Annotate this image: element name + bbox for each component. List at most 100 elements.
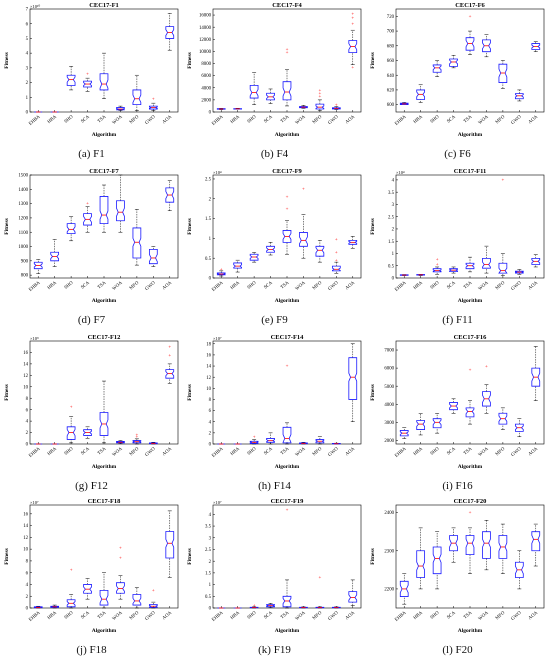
- chart-title: CEC17-F18: [88, 498, 122, 505]
- y-tick-label: 4: [26, 52, 29, 57]
- y-tick-label: 1100: [19, 231, 29, 236]
- y-tick-label: 4: [26, 420, 29, 425]
- x-tick-label: TSA: [280, 280, 291, 290]
- chart-title: CEC17-F16: [454, 334, 488, 341]
- y-tick-label: 6: [26, 571, 29, 576]
- box-mfo: [133, 594, 141, 605]
- x-tick-label: HBA: [47, 114, 58, 125]
- x-tick-label: AOA: [162, 280, 174, 291]
- x-tick-label: EHBA: [211, 610, 225, 623]
- axis-multiplier: ×10⁷: [213, 500, 222, 505]
- x-tick-label: WOA: [478, 610, 490, 622]
- x-tick-label: SCA: [263, 610, 274, 620]
- x-tick-label: MFO: [495, 114, 507, 125]
- x-tick-label: WOA: [478, 114, 490, 126]
- y-tick-label: 10: [206, 387, 211, 392]
- y-tick-label: 1300: [18, 202, 28, 207]
- x-tick-label: SCA: [446, 114, 457, 124]
- y-tick-label: 600: [387, 103, 395, 108]
- y-axis-label: Fitness: [4, 52, 10, 69]
- y-tick-label: 0: [26, 443, 29, 448]
- box-mfo: [499, 263, 507, 273]
- y-tick-label: 5000: [384, 385, 394, 390]
- x-tick-label: EHBA: [28, 446, 42, 459]
- axis-multiplier: ×10⁹: [30, 336, 39, 341]
- axis-multiplier: ×10¹⁰: [30, 4, 40, 9]
- box-tsa: [283, 82, 291, 100]
- y-tick-label: 2.5: [205, 548, 212, 553]
- y-tick-label: 720: [387, 15, 395, 20]
- outlier-point: +: [220, 268, 223, 273]
- box-mfo: [133, 90, 141, 105]
- y-axis-label: Fitness: [4, 384, 10, 401]
- y-tick-label: 2: [209, 197, 212, 202]
- y-tick-label: 640: [387, 74, 395, 79]
- x-tick-label: SHO: [64, 610, 75, 620]
- outlier-point: +: [152, 97, 155, 102]
- outlier-point: +: [168, 345, 171, 350]
- y-tick-label: 0: [209, 111, 212, 116]
- panel-caption: (g) F12: [0, 480, 183, 492]
- x-tick-label: EHBA: [394, 114, 408, 127]
- x-tick-label: AOA: [345, 114, 357, 125]
- x-tick-label: SCA: [263, 280, 274, 290]
- x-tick-label: MFO: [129, 280, 141, 291]
- x-tick-label: WOA: [295, 114, 307, 126]
- outlier-point: +: [351, 12, 354, 17]
- x-tick-label: AOA: [528, 114, 540, 125]
- x-tick-label: SHO: [64, 280, 75, 290]
- x-tick-label: AOA: [528, 280, 540, 291]
- x-tick-label: WOA: [112, 610, 124, 622]
- y-axis-label: Fitness: [187, 218, 193, 235]
- x-tick-label: TSA: [97, 446, 108, 456]
- chart-title: CEC17-F6: [455, 2, 485, 9]
- box-tsa: [100, 74, 108, 90]
- boxplot-chart: CEC17-F19×10⁷00.511.522.533.54FitnessEHB…: [183, 496, 366, 660]
- x-tick-label: AOA: [345, 280, 357, 291]
- box-woa: [116, 201, 124, 221]
- outlier-point: +: [469, 369, 472, 374]
- outlier-point: +: [335, 259, 338, 264]
- x-tick-label: SHO: [430, 114, 441, 124]
- x-tick-label: AOA: [345, 446, 357, 457]
- y-tick-label: 3.5: [205, 525, 212, 530]
- box-sho: [433, 65, 441, 72]
- box-tsa: [283, 596, 291, 607]
- y-axis-label: Fitness: [370, 548, 376, 565]
- x-tick-label: GWO: [145, 610, 157, 622]
- outlier-point: +: [318, 89, 321, 94]
- outlier-point: +: [485, 365, 488, 370]
- panel-caption: (b) F4: [183, 148, 366, 160]
- y-tick-label: 1.5: [388, 240, 395, 245]
- y-tick-label: 1.5: [205, 217, 212, 222]
- outlier-point: +: [469, 15, 472, 20]
- y-tick-label: 2300: [384, 549, 394, 554]
- panel-caption: (l) F20: [366, 644, 549, 656]
- panel-caption: (k) F19: [183, 644, 366, 656]
- y-tick-label: 4000: [384, 403, 394, 408]
- outlier-point: +: [335, 251, 338, 256]
- y-tick-label: 1: [209, 237, 212, 242]
- y-tick-label: 2: [209, 431, 212, 436]
- outlier-point: +: [286, 508, 289, 513]
- x-tick-label: EHBA: [28, 280, 42, 293]
- outlier-point: +: [152, 589, 155, 594]
- outlier-point: +: [501, 179, 504, 184]
- x-tick-label: WOA: [112, 114, 124, 126]
- x-tick-label: SCA: [80, 446, 91, 456]
- x-tick-label: HBA: [47, 610, 58, 621]
- box-sho: [67, 75, 75, 85]
- outlier-point: +: [286, 195, 289, 200]
- y-axis-label: Fitness: [4, 218, 10, 235]
- box-woa: [482, 532, 490, 559]
- x-tick-label: TSA: [463, 446, 474, 456]
- panel-caption: (a) F1: [0, 148, 183, 160]
- y-tick-label: 2: [26, 595, 29, 600]
- outlier-point: +: [119, 547, 122, 552]
- x-tick-label: HBA: [413, 280, 424, 291]
